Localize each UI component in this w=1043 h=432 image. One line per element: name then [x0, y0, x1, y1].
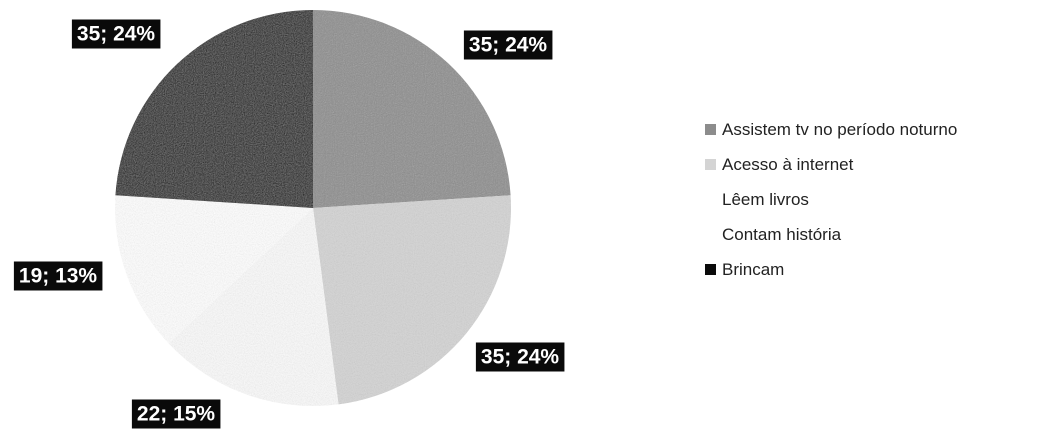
legend-item: Lêem livros	[705, 182, 957, 217]
data-label-3: 22; 15%	[131, 399, 221, 429]
legend-label: Brincam	[722, 259, 785, 279]
legend-swatch-icon	[705, 194, 716, 205]
legend-label: Acesso à internet	[722, 154, 854, 174]
legend-item: Brincam	[705, 252, 957, 287]
legend-swatch-icon	[705, 159, 716, 170]
data-label-2: 35; 24%	[475, 342, 565, 372]
legend-swatch-icon	[705, 229, 716, 240]
pie-slice-1	[313, 10, 511, 208]
data-label-text: 35; 24%	[469, 34, 548, 57]
data-label-box	[71, 19, 161, 49]
pie-slice-2	[313, 195, 511, 405]
legend-label: Contam história	[722, 224, 842, 244]
legend-label: Lêem livros	[722, 189, 809, 209]
pie-slice-5	[115, 10, 313, 208]
data-label-text: 35; 24%	[481, 346, 560, 369]
data-label-4: 19; 13%	[13, 261, 103, 291]
pie-slice-3	[168, 208, 339, 406]
legend-swatch-icon	[705, 264, 716, 275]
data-label-box	[131, 399, 221, 429]
legend-item: Contam história	[705, 217, 957, 252]
data-label-text: 22; 15%	[137, 403, 216, 426]
legend-item: Assistem tv no período noturno	[705, 112, 957, 147]
data-label-text: 19; 13%	[19, 265, 98, 288]
data-label-1: 35; 24%	[463, 30, 553, 60]
data-label-box	[13, 261, 103, 291]
chart-legend: Assistem tv no período noturno Acesso à i…	[705, 112, 957, 287]
legend-item: Acesso à internet	[705, 147, 957, 182]
data-label-box	[463, 30, 553, 60]
data-label-5: 35; 24%	[71, 19, 161, 49]
legend-label: Assistem tv no período noturno	[722, 119, 958, 139]
legend-swatch-icon	[705, 124, 716, 135]
data-label-text: 35; 24%	[77, 23, 156, 46]
pie-slice-4	[114, 195, 313, 344]
data-label-box	[475, 342, 565, 372]
